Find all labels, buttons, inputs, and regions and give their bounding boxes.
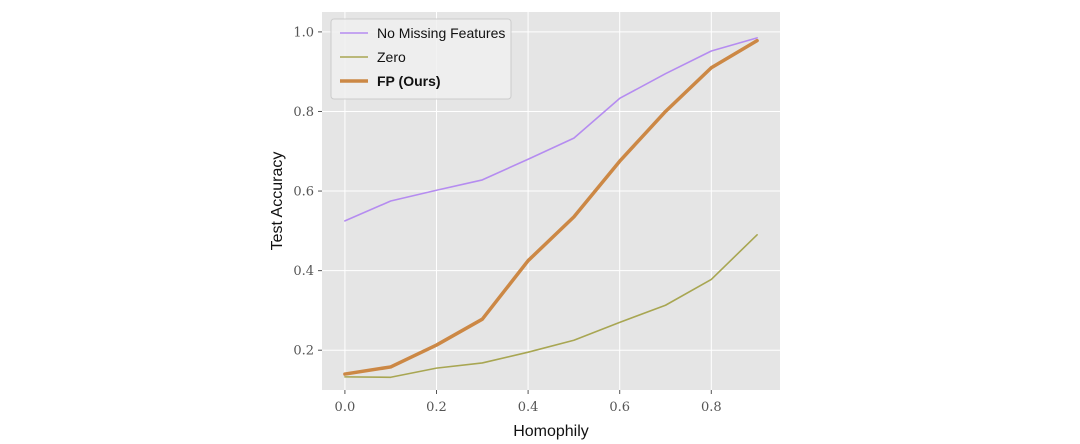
- legend-label-no-missing-features: No Missing Features: [377, 25, 505, 41]
- y-tick-label: 1.0: [293, 25, 314, 40]
- x-axis-label: Homophily: [513, 423, 589, 440]
- series-line-zero: [344, 234, 758, 379]
- grid: [322, 12, 780, 390]
- legend-label-zero: Zero: [377, 49, 406, 65]
- series-line-fp-ours: [343, 38, 759, 376]
- y-tick-label: 0.8: [293, 105, 314, 120]
- series-line-no-missing-features: [344, 37, 758, 222]
- y-axis-label: Test Accuracy: [269, 152, 286, 251]
- legend-label-fp-ours: FP (Ours): [377, 73, 441, 89]
- y-tick-label: 0.6: [293, 185, 314, 200]
- x-tick-label: 0.6: [609, 400, 630, 415]
- x-tick-label: 0.8: [701, 400, 722, 415]
- x-tick-label: 0.2: [426, 400, 447, 415]
- tick-labels: 0.0 0.2 0.4 0.6 0.8 0.2 0.4 0.6 0.8 1.0: [293, 25, 721, 415]
- series-lines: [343, 37, 759, 379]
- y-tick-label: 0.4: [293, 264, 314, 279]
- legend: No Missing Features Zero FP (Ours): [330, 18, 512, 100]
- x-tick-label: 0.0: [335, 400, 356, 415]
- x-tick-label: 0.4: [518, 400, 539, 415]
- y-tick-label: 0.2: [293, 344, 314, 359]
- legend-box: [330, 18, 512, 100]
